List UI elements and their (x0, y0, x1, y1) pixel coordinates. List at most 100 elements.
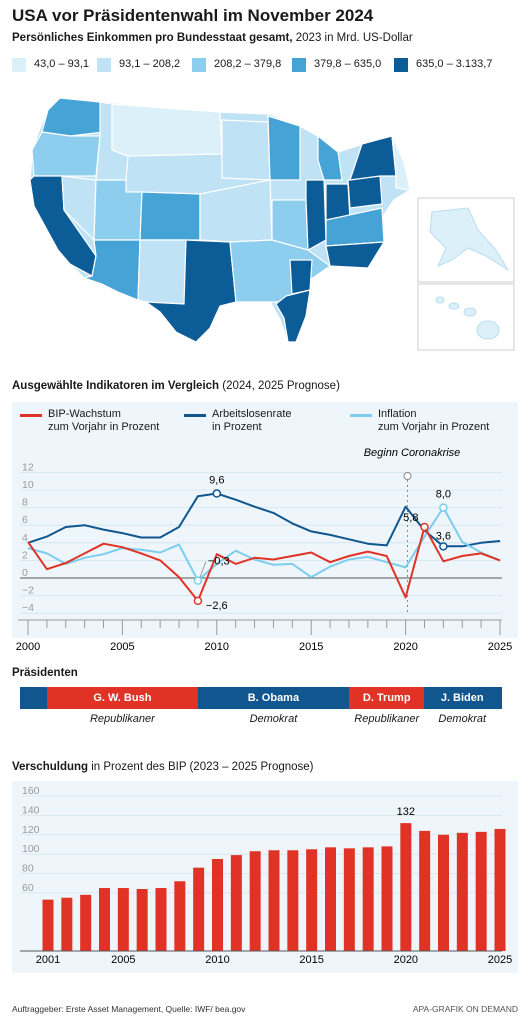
debt-heading: Verschuldung in Prozent des BIP (2023 – … (12, 761, 314, 773)
state-new-mexico (137, 239, 187, 305)
party-label-trump: Republikaner (354, 713, 420, 725)
callout-leader (199, 561, 207, 578)
legend-inflation-label-2: zum Vorjahr in Prozent (378, 421, 490, 433)
map-subtitle-rest: 2023 in Mrd. US-Dollar (292, 32, 413, 44)
map-subtitle-bold: Persönliches Einkommen pro Bundesstaat g… (12, 32, 293, 44)
indicators-line-chart: 12 10 8 6 4 2 0 −2 −4 2000 2005 2010 2015 2020 2025 B… (16, 447, 512, 653)
map-legend-swatch (192, 58, 206, 72)
president-segment-trump: D. Trump (348, 687, 425, 709)
legend-inflation-label-1: Inflation (378, 408, 417, 420)
y-tick-label: −2 (22, 585, 34, 597)
x-tick-label: 2005 (110, 641, 134, 653)
state-new-york (349, 135, 397, 181)
debt-bar (174, 881, 186, 951)
party-label-biden: Demokrat (438, 713, 487, 725)
state-montana (111, 103, 223, 157)
y-tick-label: 12 (22, 461, 34, 473)
state-dakotas (221, 119, 271, 181)
map-legend-label: 635,0 – 3.133,7 (416, 58, 493, 70)
usa-income-map (29, 97, 515, 351)
party-label-obama: Demokrat (249, 713, 298, 725)
y-tick-label: 10 (22, 479, 34, 491)
debt-bar (438, 834, 449, 951)
debt-bar (306, 849, 318, 951)
debt-bar (80, 894, 92, 951)
debt-bar (381, 846, 393, 951)
presidents-heading: Präsidenten (12, 667, 78, 679)
debt-bar (325, 847, 336, 951)
data-point-marker (193, 576, 203, 585)
debt-heading-rest: in Prozent des BIP (2023 – 2025 Prognose… (88, 761, 314, 773)
legend-gdp-label-1: BIP-Wachstum (48, 408, 121, 420)
state-hawaii (435, 296, 500, 340)
y-tick-label: 140 (22, 804, 40, 816)
y-tick-label: 2 (22, 549, 28, 561)
state-new-england (391, 135, 411, 191)
line-chart-series (27, 492, 501, 602)
x-tick-label: 2020 (394, 954, 418, 966)
map-legend-label: 93,1 – 208,2 (119, 58, 181, 70)
state-oregon (31, 131, 101, 177)
bar-chart-bars (42, 823, 506, 951)
callout-unemployment-low: 3,6 (436, 530, 451, 542)
y-tick-label: 4 (22, 532, 28, 544)
callout-unemployment-peak: 9,6 (209, 475, 224, 487)
state-alaska (429, 207, 509, 271)
indicators-heading-rest: (2024, 2025 Prognose) (219, 380, 340, 392)
debt-peak-label: 132 (397, 806, 415, 818)
president-segment-bush: G. W. Bush (46, 687, 198, 709)
legend-line-inflation (350, 414, 372, 417)
debt-bar (155, 888, 167, 951)
debt-bar (268, 850, 280, 951)
legend-line-gdp (20, 414, 42, 417)
gdp-growth-line (27, 526, 501, 602)
callout-gdp-peak: 5,8 (403, 512, 418, 524)
debt-bar (117, 888, 129, 951)
debt-bar (61, 897, 73, 951)
debt-bar (42, 899, 54, 951)
y-tick-label: 6 (22, 514, 28, 526)
debt-bar (456, 832, 468, 951)
map-legend-label: 208,2 – 379,8 (214, 58, 282, 70)
state-michigan (317, 134, 343, 181)
x-tick-label: 2010 (205, 641, 229, 653)
debt-bar (230, 855, 242, 951)
debt-panel (12, 781, 518, 973)
y-tick-label: 60 (22, 882, 34, 894)
callout-inflation-low: −0,3 (208, 556, 230, 568)
indicators-panel (12, 402, 518, 638)
callout-inflation-peak: 8,0 (436, 489, 451, 501)
map-legend-swatch (394, 58, 408, 72)
corona-marker (403, 472, 412, 480)
legend-unemployment-label-1: Arbeitslosenrate (212, 408, 292, 420)
data-point-marker (193, 596, 203, 606)
x-tick-label: 2025 (488, 954, 512, 966)
indicators-legend: BIP-Wachstum zum Vorjahr in Prozent Arbe… (12, 406, 518, 440)
president-segment-obama: B. Obama (197, 687, 349, 709)
x-tick-label: 2025 (488, 641, 512, 653)
y-tick-label: −4 (22, 602, 34, 614)
y-tick-label: 80 (22, 863, 34, 875)
legend-unemployment-label-2: in Prozent (212, 421, 262, 433)
map-legend-label: 43,0 – 93,1 (34, 58, 90, 70)
unemployment-line (27, 492, 501, 548)
bar-chart-x-axis: 2001 2005 2010 2015 2020 2025 (20, 950, 512, 966)
callout-gdp-low: −2,6 (206, 600, 228, 612)
data-point-marker (420, 522, 429, 532)
state-minnesota (267, 115, 301, 181)
debt-bar (99, 888, 110, 951)
line-chart-x-axis: 2000 2005 2010 2015 2020 2025 (16, 619, 512, 653)
debt-bar (212, 858, 223, 951)
data-point-marker (439, 503, 448, 512)
x-tick-label: 2015 (299, 954, 323, 966)
indicators-heading-bold: Ausgewählte Indikatoren im Vergleich (12, 380, 220, 392)
y-tick-label: 8 (22, 497, 28, 509)
debt-bar (400, 823, 412, 951)
corona-annotation: Beginn Coronakrise (364, 447, 461, 459)
hawaii-inset-box (417, 283, 515, 351)
page-title: USA vor Präsidentenwahl im November 2024 (12, 6, 374, 25)
debt-bar (249, 851, 261, 951)
state-florida (275, 289, 311, 343)
debt-bar (193, 867, 205, 951)
state-georgia (289, 259, 313, 295)
